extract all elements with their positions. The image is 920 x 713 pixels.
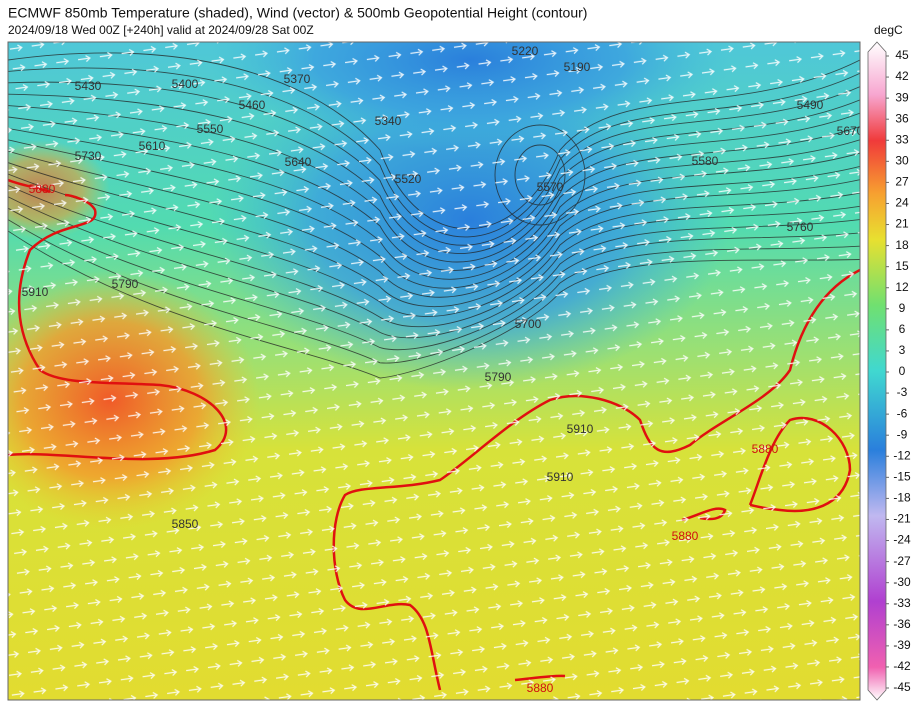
- contour-label: 5490: [797, 98, 824, 112]
- contour-label: 5400: [172, 77, 199, 91]
- colorbar-tick-label: -12: [893, 448, 911, 462]
- contour-label: 5880: [752, 442, 779, 456]
- contour-label: 5220: [512, 44, 539, 58]
- colorbar-tick-label: 42: [895, 69, 909, 83]
- colorbar-tick-label: -24: [893, 533, 911, 547]
- contour-label: 5730: [75, 149, 102, 163]
- contour-label: 5190: [564, 60, 591, 74]
- colorbar-tick-label: -45: [893, 680, 911, 694]
- colorbar-tick-label: 3: [899, 343, 906, 357]
- contour-label: 5550: [197, 122, 224, 136]
- contour-label: 5880: [672, 529, 699, 543]
- contour-label: 5910: [547, 470, 574, 484]
- colorbar-tick-label: -9: [897, 427, 908, 441]
- colorbar-tick-label: 6: [899, 322, 906, 336]
- contour-label: 5570: [537, 180, 564, 194]
- colorbar-tick-label: 24: [895, 196, 909, 210]
- contour-labels: 5430 5400 5460 5550 5610 5730 5640 5880 5910 5790…: [22, 44, 864, 695]
- contour-label: 5880: [527, 681, 554, 695]
- colorbar-tick-label: -42: [893, 659, 911, 673]
- contour-label: 5760: [787, 220, 814, 234]
- colorbar-tick-label: -39: [893, 638, 911, 652]
- contour-label: 5850: [172, 517, 199, 531]
- colorbar-tick-label: 0: [899, 364, 906, 378]
- contour-label: 5640: [285, 155, 312, 169]
- colorbar-unit: degC: [874, 23, 903, 37]
- title: ECMWF 850mb Temperature (shaded), Wind (…: [8, 5, 587, 21]
- colorbar-tick-label: -30: [893, 575, 911, 589]
- colorbar-tick-label: 9: [899, 301, 906, 315]
- contour-label: 5430: [75, 79, 102, 93]
- contour-label: 5880: [29, 182, 56, 196]
- colorbar-tick-label: 27: [895, 175, 909, 189]
- contour-label: 5520: [395, 172, 422, 186]
- contour-label: 5460: [239, 98, 266, 112]
- contour-label: 5790: [112, 277, 139, 291]
- colorbar-tick-label: 12: [895, 280, 909, 294]
- colorbar-tick-label: -3: [897, 385, 908, 399]
- colorbar-tick-label: 15: [895, 259, 909, 273]
- colorbar-tick-label: -27: [893, 554, 911, 568]
- contour-label: 5370: [284, 72, 311, 86]
- colorbar-tick-label: 21: [895, 217, 909, 231]
- colorbar-tick-label: 36: [895, 111, 909, 125]
- colorbar-tick-label: -6: [897, 406, 908, 420]
- contour-label: 5610: [139, 139, 166, 153]
- contour-label: 5790: [485, 370, 512, 384]
- contour-label: 5700: [515, 317, 542, 331]
- colorbar-tick-label: -15: [893, 470, 911, 484]
- colorbar-tick-label: -33: [893, 596, 911, 610]
- colorbar-ticks: 4542393633302724211815129630-3-6-9-12-15…: [886, 48, 911, 694]
- colorbar-tick-label: 39: [895, 90, 909, 104]
- colorbar: [867, 41, 887, 701]
- colorbar-tick-label: 30: [895, 154, 909, 168]
- contour-label: 5910: [567, 422, 594, 436]
- colorbar-tick-label: -18: [893, 491, 911, 505]
- colorbar-tick-label: -21: [893, 512, 911, 526]
- contour-label: 5910: [22, 285, 49, 299]
- contour-label: 5340: [375, 114, 402, 128]
- colorbar-tick-label: 33: [895, 132, 909, 146]
- contour-label: 5580: [692, 154, 719, 168]
- colorbar-tick-label: 18: [895, 238, 909, 252]
- colorbar-tick-label: -36: [893, 617, 911, 631]
- colorbar-tick-label: 45: [895, 48, 909, 62]
- map: 5430 5400 5460 5550 5610 5730 5640 5880 5910 5790…: [8, 42, 864, 700]
- map-frame: [7, 41, 861, 701]
- subtitle: 2024/09/18 Wed 00Z [+240h] valid at 2024…: [8, 23, 314, 37]
- contour-label: 5670: [837, 124, 864, 138]
- wind-vectors: [8, 42, 860, 700]
